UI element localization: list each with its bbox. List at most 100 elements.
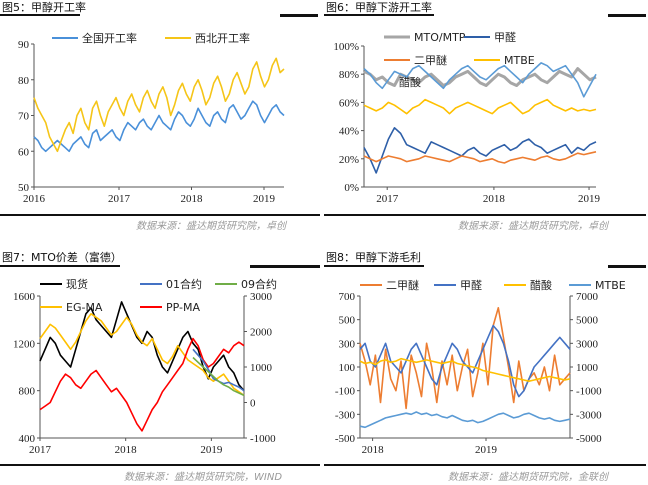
y2-tick-label: 1000 [576,362,599,374]
chart-svg: 0% 20% 40% 60% 80% 100% 2017 2018 2019 MTO/MTP 甲醛二… [333,30,601,205]
chart-title: 图8：甲醇下游毛利 [326,251,421,264]
x-tick-label: 2018 [115,444,138,456]
y2-tick-label: -1000 [576,386,602,398]
y-tick-label: 40% [339,126,359,138]
legend-label: 01合约 [166,277,202,291]
y-tick-label: 50 [18,182,30,194]
legend-label: 全国开工率 [82,31,137,45]
y-tick-label: 100% [333,41,359,53]
title-rule-end [608,14,646,17]
chart-title: 图7：MTO价差（富德） [2,251,122,264]
y-tick-label: 300 [339,338,356,350]
title-rule [324,14,434,16]
legend-label: 二甲醚 [386,278,419,292]
series-line [359,307,571,410]
legend-label: 二甲醚 [414,53,447,67]
title-rule [0,265,120,267]
y-tick-label: -300 [335,409,356,421]
y2-tick-label: 1000 [250,362,273,374]
y-tick-label: -500 [335,433,356,445]
x-tick-label: 2018 [483,193,506,205]
chart-svg: 400 800 1200 1600 -1000 0 1000 2000 3000 2017 2018… [13,277,277,456]
x-tick-label: 2016 [23,193,46,205]
y-tick-label: 20% [339,154,359,166]
data-source: 数据来源：盛达期货研究院，WIND [124,472,283,483]
y-tick-label: 90 [18,39,30,51]
legend-label: MTBE [595,279,626,292]
chart-panel-4: 图8：甲醇下游毛利 -500 -300 -100 100 300 500 700 -5000-… [324,243,646,485]
series-line [33,100,285,153]
y2-tick-label: 3000 [576,338,599,350]
y-tick-label: 80% [339,69,359,81]
x-tick-label: 2019 [475,444,498,456]
y-tick-label: 400 [19,433,36,445]
y2-tick-label: -3000 [576,409,602,421]
title-rule [0,14,80,16]
chart-title: 图5：甲醇开工率 [2,1,86,14]
y-tick-label: 0% [344,182,359,194]
y-tick-label: 1200 [13,338,36,350]
y2-tick-label: -5000 [576,433,602,445]
series-line [39,313,245,397]
x-tick-label: 2017 [29,444,52,456]
title-rule [324,265,424,267]
x-tick-label: 2017 [376,193,399,205]
legend-label: 醋酸 [530,278,552,292]
chart-title: 图6：甲醇下游开工率 [326,1,432,14]
y-tick-label: 1600 [13,291,36,303]
title-rule-end [250,265,320,268]
bottom-rule [0,214,320,216]
y2-tick-label: 0 [250,398,256,410]
legend-label: PP-MA [166,301,200,314]
series-line [359,411,571,429]
bottom-rule [324,464,646,466]
x-tick-label: 2018 [362,444,385,456]
title-rule-end [608,265,646,268]
series-line [33,57,285,153]
x-tick-label: 2017 [108,193,131,205]
y2-tick-label: 2000 [250,327,273,339]
y2-tick-label: 7000 [576,291,599,303]
series-line [192,356,245,397]
data-source: 数据来源：盛达期货研究院，金联创 [448,472,608,483]
legend-label: 西北开工率 [195,31,250,45]
x-tick-label: 2019 [578,193,601,205]
legend-label: MTO/MTP [414,31,466,44]
series-line [39,337,245,432]
chart-panel-3: 图7：MTO价差（富德） 400 800 1200 1600 -1000 0 1000 200… [0,243,322,485]
legend-label: 甲醛 [460,278,482,292]
x-tick-label: 2018 [181,193,204,205]
y2-tick-label: 3000 [250,291,273,303]
x-tick-label: 2019 [200,444,223,456]
y-tick-label: 800 [19,386,36,398]
bottom-rule [0,464,320,466]
legend-label: 甲醛 [494,30,516,44]
legend-label: 09合约 [241,277,277,291]
series-line [359,324,571,398]
chart-svg: 50 60 70 80 90 2016 2017 2018 2019 全国开工率 西北开工率 [18,31,285,205]
data-source: 数据来源：盛达期货研究院，卓创 [136,221,286,232]
title-rule-end [280,14,318,17]
y-tick-label: 500 [339,315,356,327]
legend-label: 醋酸 [399,75,421,89]
series-line [39,301,245,392]
y-tick-label: -100 [335,386,356,398]
y-tick-label: 60 [18,146,30,158]
y2-tick-label: -1000 [250,433,276,445]
legend-label: MTBE [504,54,535,67]
x-tick-label: 2019 [253,193,276,205]
series-line [359,357,571,382]
legend-label: EG-MA [66,301,103,314]
chart-panel-1: 图5：甲醇开工率 50 60 70 80 90 2016 2017 2018 2019 全国开工率… [0,0,322,242]
legend-label: 现货 [66,277,88,291]
bottom-rule [324,214,646,216]
series-line [363,151,597,164]
y-tick-label: 80 [18,75,30,87]
series-line [363,127,597,174]
series-line [363,62,597,98]
y-tick-label: 60% [339,97,359,109]
data-source: 数据来源：盛达期货研究院，卓创 [458,221,608,232]
y-tick-label: 700 [339,291,356,303]
y2-tick-label: 5000 [576,315,599,327]
y-tick-label: 70 [18,111,30,123]
